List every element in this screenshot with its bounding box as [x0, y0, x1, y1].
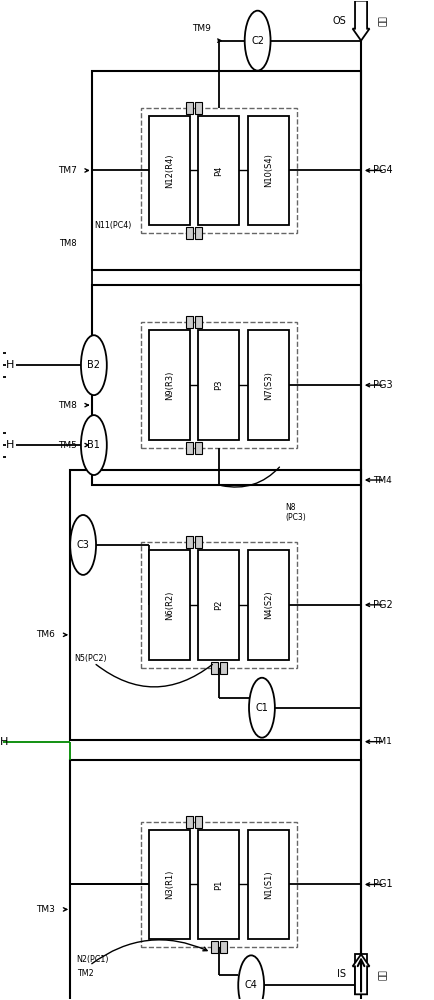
Bar: [194, 227, 202, 239]
Bar: [354, 954, 366, 994]
Bar: [148, 116, 189, 225]
Bar: [185, 816, 193, 828]
Text: C3: C3: [76, 540, 89, 550]
Bar: [198, 330, 239, 440]
Text: P1: P1: [214, 879, 223, 890]
Bar: [185, 316, 193, 328]
Bar: [70, 470, 360, 740]
Circle shape: [70, 515, 96, 575]
Text: PG1: PG1: [372, 879, 392, 889]
Bar: [194, 316, 202, 328]
Bar: [92, 71, 360, 270]
Bar: [219, 941, 227, 953]
Bar: [247, 830, 288, 939]
Text: C2: C2: [250, 36, 263, 46]
Text: H: H: [6, 440, 14, 450]
Bar: [185, 442, 193, 454]
Text: N3(R1): N3(R1): [164, 870, 174, 899]
Text: N6(R2): N6(R2): [164, 590, 174, 620]
Text: N5(PC2): N5(PC2): [74, 654, 107, 663]
Bar: [141, 822, 296, 947]
Circle shape: [81, 335, 107, 395]
Bar: [141, 322, 296, 448]
Bar: [141, 108, 296, 233]
Text: N4(S2): N4(S2): [263, 591, 272, 619]
Text: TM9: TM9: [192, 24, 210, 33]
Bar: [185, 227, 193, 239]
Text: TM2: TM2: [76, 969, 93, 978]
Text: P3: P3: [214, 380, 223, 390]
Text: PG2: PG2: [372, 600, 392, 610]
Text: TM8: TM8: [58, 401, 76, 410]
Text: TM4: TM4: [372, 476, 391, 485]
Bar: [219, 662, 227, 674]
Circle shape: [81, 415, 107, 475]
Polygon shape: [352, 954, 368, 994]
Text: 输入: 输入: [378, 969, 387, 980]
Bar: [194, 102, 202, 114]
Bar: [210, 941, 217, 953]
Text: TM3: TM3: [36, 905, 55, 914]
Text: TM5: TM5: [58, 441, 76, 450]
Text: H: H: [6, 360, 14, 370]
Text: C4: C4: [244, 980, 257, 990]
Text: N7(S3): N7(S3): [263, 371, 272, 400]
Bar: [247, 550, 288, 660]
Text: N8
(PC3): N8 (PC3): [285, 503, 306, 522]
Text: N10(S4): N10(S4): [263, 154, 272, 187]
Text: IS: IS: [336, 969, 345, 979]
Polygon shape: [352, 1, 368, 41]
Bar: [185, 536, 193, 548]
Text: N11(PC4): N11(PC4): [94, 221, 131, 230]
Circle shape: [248, 678, 274, 738]
Bar: [92, 285, 360, 485]
Text: PG4: PG4: [372, 165, 392, 175]
Bar: [148, 330, 189, 440]
Text: TM7: TM7: [58, 166, 76, 175]
Circle shape: [244, 11, 270, 71]
Bar: [198, 550, 239, 660]
Text: N12(R4): N12(R4): [164, 153, 174, 188]
Text: TM1: TM1: [372, 737, 391, 746]
Text: N1(S1): N1(S1): [263, 870, 272, 899]
Text: P4: P4: [214, 165, 223, 176]
Text: B1: B1: [87, 440, 100, 450]
Bar: [198, 830, 239, 939]
Bar: [194, 816, 202, 828]
Bar: [247, 330, 288, 440]
Text: 输出: 输出: [378, 15, 387, 26]
Bar: [185, 102, 193, 114]
Bar: [70, 760, 360, 1000]
Bar: [148, 830, 189, 939]
Text: PG3: PG3: [372, 380, 392, 390]
Bar: [141, 542, 296, 668]
Text: B2: B2: [87, 360, 100, 370]
Circle shape: [238, 955, 263, 1000]
Text: TM8: TM8: [59, 239, 76, 248]
Bar: [198, 116, 239, 225]
Text: TM6: TM6: [36, 630, 55, 639]
Text: OS: OS: [332, 16, 345, 26]
Text: N9(R3): N9(R3): [164, 370, 174, 400]
Text: C1: C1: [255, 703, 268, 713]
Text: N2(PC1): N2(PC1): [76, 955, 109, 964]
Bar: [194, 442, 202, 454]
Bar: [194, 536, 202, 548]
Text: P2: P2: [214, 600, 223, 610]
Bar: [210, 662, 217, 674]
Bar: [148, 550, 189, 660]
Text: H: H: [0, 737, 8, 747]
Bar: [247, 116, 288, 225]
